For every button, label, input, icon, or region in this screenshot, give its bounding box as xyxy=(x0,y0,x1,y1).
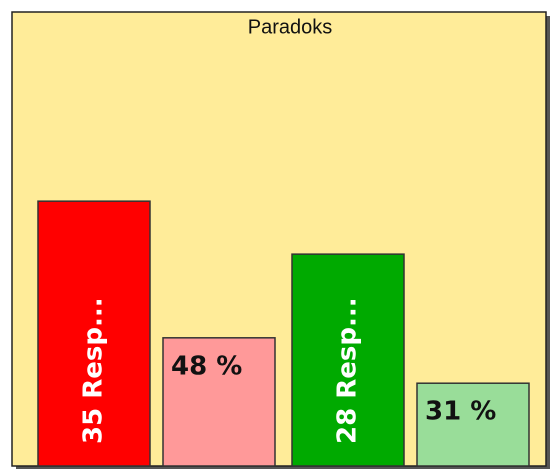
bar xyxy=(162,337,276,467)
bar-label: 48 % xyxy=(171,351,242,381)
bar xyxy=(37,200,151,467)
bar-label: 35 Resp... xyxy=(79,297,109,444)
bar xyxy=(416,382,530,467)
chart-title: Paradoks xyxy=(248,16,333,38)
bar xyxy=(291,253,405,467)
bar-label: 28 Resp... xyxy=(333,297,363,444)
bar-label: 31 % xyxy=(425,397,496,427)
